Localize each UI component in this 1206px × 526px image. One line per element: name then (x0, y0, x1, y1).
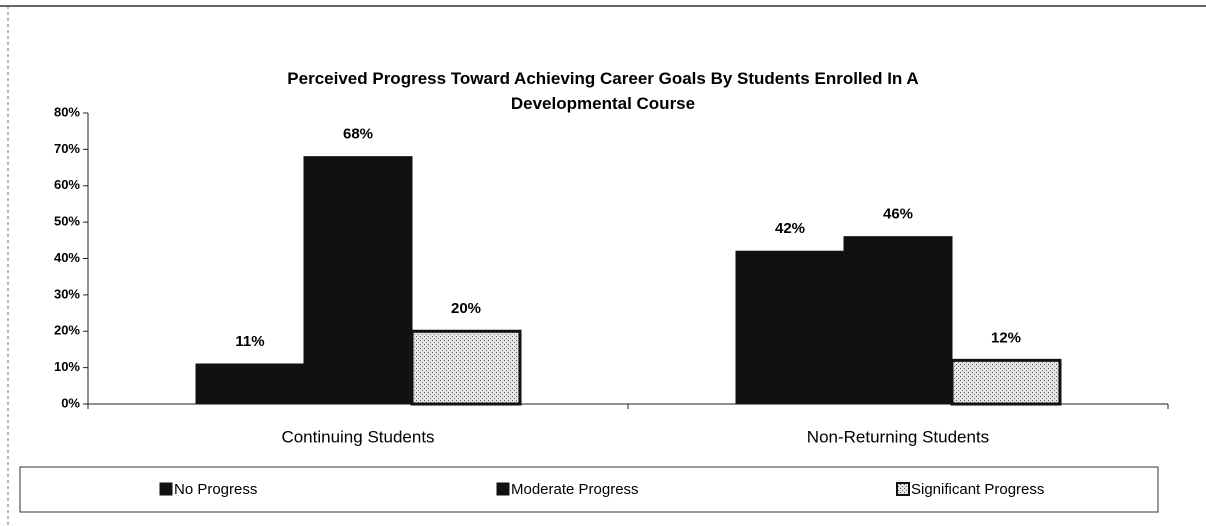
bar (843, 236, 953, 405)
x-tick-label: Continuing Students (281, 427, 434, 446)
y-tick-label: 50% (54, 214, 80, 229)
legend-swatch (896, 482, 910, 496)
bar (195, 363, 305, 405)
y-tick-label: 40% (54, 250, 80, 265)
bar (735, 250, 845, 405)
bar (950, 358, 1062, 406)
value-label: 11% (235, 333, 264, 350)
y-tick-label: 0% (61, 395, 80, 410)
legend-label: Moderate Progress (511, 481, 639, 498)
y-tick-label: 70% (54, 141, 80, 156)
value-label: 42% (775, 220, 805, 237)
value-label: 12% (991, 329, 1021, 346)
y-tick-label: 30% (54, 286, 80, 301)
bar (410, 329, 522, 406)
y-tick-label: 60% (54, 177, 80, 192)
y-tick-label: 10% (54, 359, 80, 374)
y-tick-label: 20% (54, 323, 80, 338)
legend-swatch (159, 482, 173, 496)
value-label: 46% (883, 206, 913, 223)
legend-label: Significant Progress (911, 481, 1044, 498)
legend-swatch (496, 482, 510, 496)
value-label: 20% (451, 300, 481, 317)
legend-label: No Progress (174, 481, 257, 498)
value-label: 68% (343, 126, 373, 143)
bar (303, 156, 413, 405)
legend-box (19, 466, 1159, 513)
y-tick-label: 80% (54, 104, 80, 119)
x-tick-label: Non-Returning Students (807, 427, 989, 446)
chart-title: Perceived Progress Toward Achieving Care… (287, 69, 919, 113)
